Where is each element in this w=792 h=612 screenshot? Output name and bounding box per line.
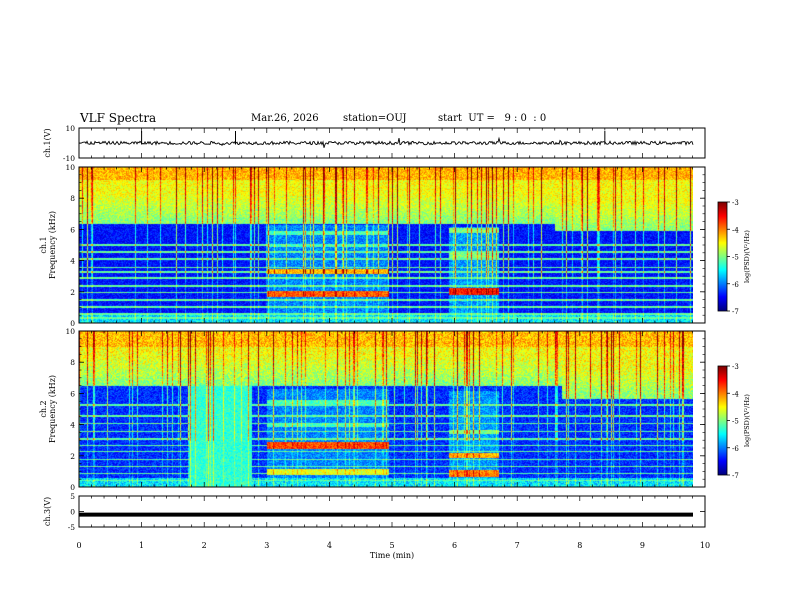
ch1-spectrogram-image [79,167,693,323]
ch1-spectrogram-ytick-label: 8 [70,194,75,203]
ch1-colorbar-tick-label: -4 [732,226,739,234]
ch1-spectrogram-ylabel-line: Frequency (kHz) [48,211,57,279]
ch2-colorbar-tick-label: -3 [732,363,739,371]
xaxis-tick-label: 4 [327,541,332,550]
ch3-waveform-ytick-label: 0 [70,508,75,517]
ch1-waveform-ytick-label: 10 [65,124,75,133]
ch1-waveform-ylabel-line: ch.1(V) [43,128,52,157]
xaxis-tick-label: 7 [515,541,520,550]
ch1-colorbar-tick-label: -3 [732,199,739,207]
ch2-spectrogram-ytick-label: 0 [70,483,75,492]
ch3-waveform-ylabel: ch.3(V) [43,497,52,526]
header-start-time: start UT = 9 : 0 : 0 [438,113,547,124]
ch1-colorbar-tick-label: -7 [732,308,739,316]
xaxis-tick-label: 6 [452,541,457,550]
ch2-colorbar-tick-label: -4 [732,390,739,398]
ch2-spectrogram-image [79,331,693,487]
ch1-colorbar-label: log(PSD)(V²/Hz) [743,230,751,283]
ch3-waveform-ytick-label: -5 [68,523,76,532]
xaxis-tick-label: 1 [139,541,144,550]
ch2-colorbar-label: log(PSD)(V²/Hz) [743,394,751,447]
xaxis-label: Time (min) [370,551,414,560]
ch2-colorbar [718,366,727,475]
ch1-spectrogram-ytick-label: 10 [65,163,75,172]
xaxis-tick-label: 8 [577,541,582,550]
ch1-spectrogram-ytick-label: 0 [70,319,75,328]
ch2-colorbar-tick-label: -5 [732,418,739,426]
ch1-colorbar [718,202,727,311]
xaxis-tick-label: 3 [264,541,269,550]
ch2-spectrogram-ytick-label: 6 [70,389,75,398]
ch2-spectrogram-ytick-label: 4 [70,421,75,430]
ch3-waveform-ytick-label: 5 [70,492,75,501]
xaxis-tick-label: 2 [202,541,207,550]
xaxis-tick-label: 9 [640,541,645,550]
ch2-colorbar-tick-label: -6 [732,445,739,453]
ch1-waveform-ytick-label: -10 [63,154,75,163]
ch2-spectrogram-ylabel-line: ch.2 [39,400,48,417]
ch1-waveform-ylabel: ch.1(V) [43,128,52,157]
ch1-spectrogram-ytick-label: 4 [70,257,75,266]
ch1-spectrogram-ytick-label: 2 [70,288,75,297]
ch2-spectrogram-ytick-label: 8 [70,358,75,367]
ch2-colorbar-tick-label: -7 [732,472,739,480]
xaxis-tick-label: 5 [389,541,394,550]
xaxis-tick-label: 0 [76,541,81,550]
ch2-spectrogram-ytick-label: 10 [65,327,75,336]
ch2-spectrogram-ytick-label: 2 [70,452,75,461]
ch1-spectrogram-ylabel-line: ch.1 [39,236,48,253]
header-date: Mar.26, 2026 [251,113,319,124]
ch1-spectrogram-ylabel: ch.1Frequency (kHz) [39,211,57,279]
ch2-spectrogram-ylabel: ch.2Frequency (kHz) [39,375,57,443]
chart-title: VLF Spectra [80,111,157,125]
ch2-spectrogram-ylabel-line: Frequency (kHz) [48,375,57,443]
ch1-colorbar-tick-label: -6 [732,281,739,289]
xaxis-tick-label: 10 [700,541,710,550]
ch3-waveform-ylabel-line: ch.3(V) [43,497,52,526]
ch1-colorbar-tick-label: -5 [732,254,739,262]
ch1-trace [78,136,694,148]
header-station: station=OUJ [343,113,407,124]
ch1-spectrogram-ytick-label: 6 [70,225,75,234]
